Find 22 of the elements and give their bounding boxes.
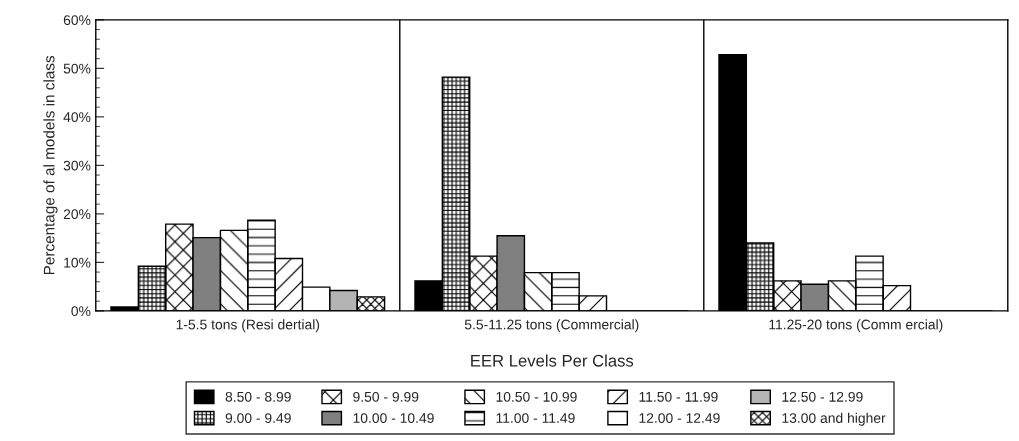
legend-label: 9.00 - 9.49: [225, 413, 291, 423]
y-tick-label: 10%: [64, 257, 91, 268]
x-tick-label: 5.5-11.25 tons (Commercial): [464, 319, 639, 333]
x-tick-label: 1-5.5 tons (Resi dertial): [176, 319, 320, 333]
y-tick-label: 60%: [63, 15, 91, 26]
y-tick-label: 20%: [63, 209, 91, 220]
legend-label: 12.00 - 12.49: [639, 413, 720, 423]
legend-label: 12.50 - 12.99: [782, 391, 863, 402]
y-axis-title: Percentage of al models in class: [43, 55, 58, 275]
legend-label: 11.00 - 11.49: [496, 413, 575, 423]
y-tick-label: 30%: [63, 160, 91, 171]
y-tick-label: 40%: [63, 112, 91, 123]
legend-label: 9.50 - 9.99: [353, 391, 419, 402]
legend-label: 11.50 - 11.99: [639, 391, 718, 402]
x-axis-title: EER Levels Per Class: [471, 354, 634, 367]
legend-label: 8.50 - 8.99: [225, 391, 291, 402]
legend-label: 13.00 and higher: [782, 412, 886, 426]
x-tick-label: 11.25-20 tons (Comm ercial): [769, 319, 943, 333]
legend-label: 10.00 - 10.49: [353, 413, 434, 423]
y-tick-label: 0%: [71, 306, 91, 317]
y-tick-label: 50%: [63, 63, 91, 74]
legend-label: 10.50 - 10.99: [496, 391, 577, 402]
